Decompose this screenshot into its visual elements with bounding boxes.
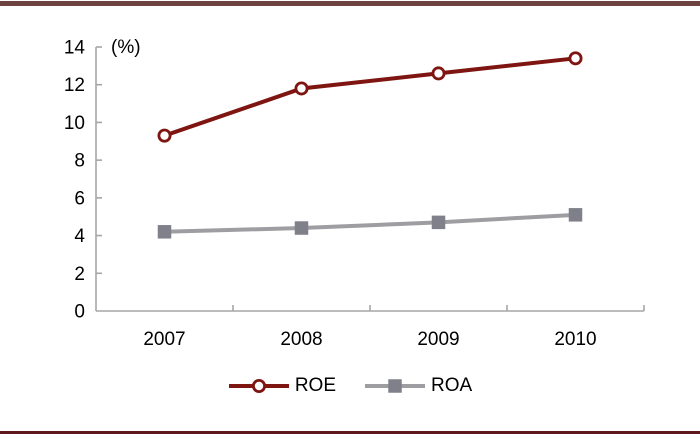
bottom-accent-bar (0, 431, 700, 434)
x-tick-label: 2010 (554, 329, 596, 350)
roa-marker-2008 (294, 221, 309, 235)
roe-marker-2008 (294, 81, 309, 96)
legend-item-roa: ROA (364, 375, 472, 397)
y-tick-label: 10 (64, 113, 85, 134)
y-tick-label: 6 (74, 188, 85, 209)
roa-legend-swatch-icon (365, 379, 425, 393)
legend: ROE ROA (0, 375, 700, 397)
chart-area: 0 2 4 6 8 10 12 14 2007 2008 2009 2010 (%) (64, 37, 645, 350)
roe-line (163, 56, 576, 138)
roa-legend-marker-icon (388, 379, 402, 393)
roe-legend-marker-icon (251, 379, 266, 393)
roe-marker-2010 (568, 51, 583, 66)
roa-marker-2009 (431, 215, 446, 230)
top-accent-bar (0, 1, 700, 6)
y-tick-label: 8 (74, 151, 85, 172)
y-tick-label: 4 (74, 226, 85, 247)
legend-label-roa: ROA (431, 375, 473, 396)
y-tick-label: 0 (74, 302, 85, 323)
y-tick-label: 12 (64, 75, 85, 96)
roe-marker-2009 (431, 66, 446, 81)
y-tick-label: 14 (64, 38, 86, 59)
legend-label-roe: ROE (294, 375, 336, 396)
plot-svg: 0 2 4 6 8 10 12 14 2007 2008 2009 2010 (64, 38, 645, 350)
roa-marker-2007 (157, 225, 172, 239)
y-tick-label: 2 (74, 264, 85, 285)
roe-legend-swatch-icon (228, 379, 289, 393)
roe-marker-2007 (157, 128, 172, 143)
legend-item-roe: ROE (228, 375, 336, 397)
roa-marker-2010 (568, 208, 583, 222)
x-tick-label: 2007 (143, 329, 185, 350)
y-axis-unit-label: (%) (111, 37, 141, 58)
roa-line (164, 212, 576, 234)
x-tick-label: 2008 (280, 329, 322, 350)
x-tick-label: 2009 (417, 329, 459, 350)
